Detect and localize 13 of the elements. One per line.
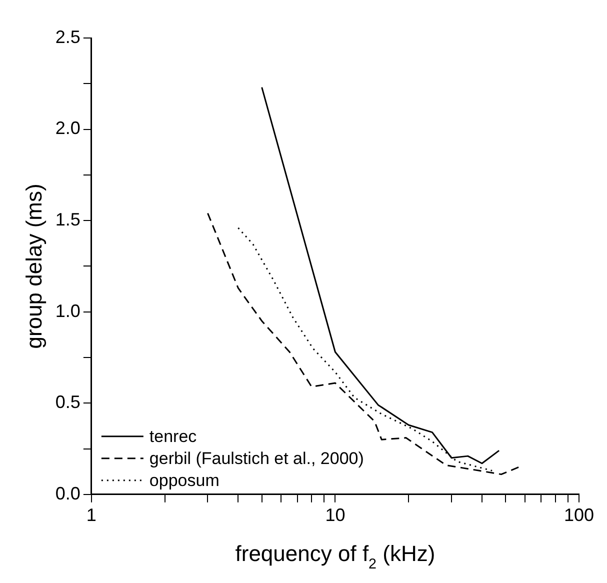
legend-label: opposum <box>149 471 220 490</box>
y-tick-label: 0.0 <box>55 483 80 504</box>
y-tick-label: 2.5 <box>55 26 80 47</box>
x-tick-label: 10 <box>325 505 346 526</box>
x-tick-label: 100 <box>564 505 594 526</box>
y-tick-label: 1.0 <box>55 300 80 321</box>
legend-label: gerbil (Faulstich et al., 2000) <box>149 449 364 468</box>
y-tick-label: 1.5 <box>55 210 80 230</box>
y-tick-label: 0.5 <box>55 392 80 412</box>
x-tick-label: 1 <box>86 505 96 526</box>
y-axis-title: group delay (ms) <box>21 184 46 349</box>
legend-label: tenrec <box>149 427 198 446</box>
y-tick-label: 2.0 <box>55 118 80 138</box>
